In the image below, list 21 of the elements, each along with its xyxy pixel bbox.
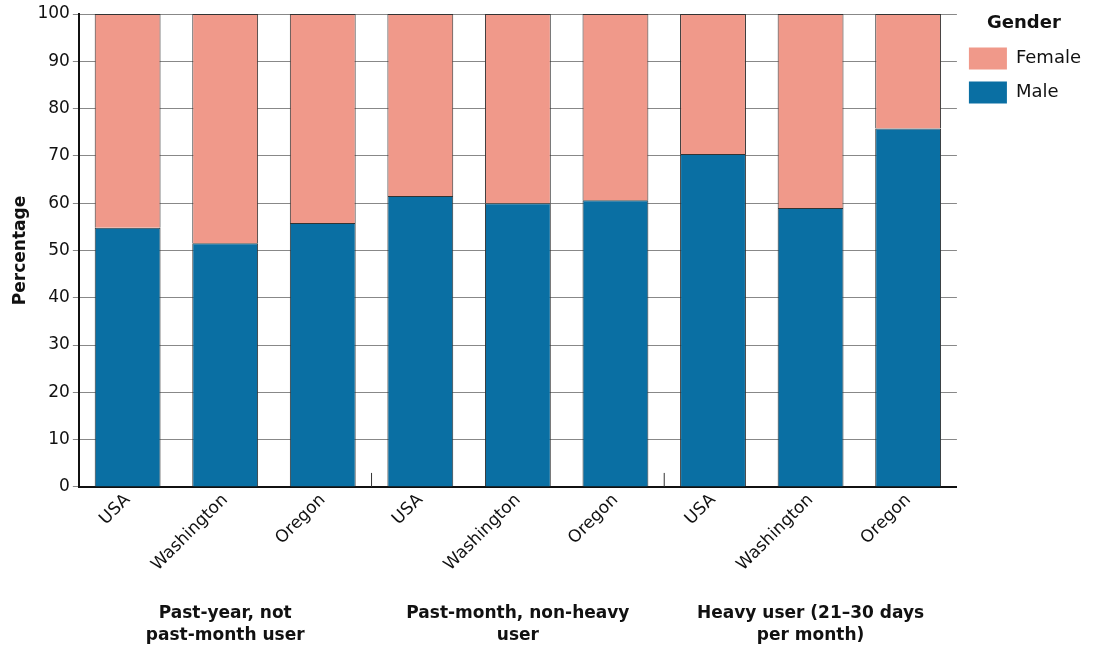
y-tick-label: 90 [48,49,70,70]
y-tick-label: 40 [48,286,70,307]
y-tick-label: 10 [48,428,70,449]
x-tick-label: USA [679,488,720,528]
text: Past-year, not past-month user [145,601,306,644]
x-tick-label: USA [94,488,134,528]
y-tick-label: 80 [48,97,70,118]
y-tick-label: 70 [48,144,70,165]
text: Past-month, non-heavy user [406,601,630,644]
y-tick-label: 30 [48,333,70,354]
y-tick-label: 20 [48,380,70,401]
y-tick-label: 60 [48,191,70,212]
legend-label: Male [1015,80,1059,102]
legend-title: Gender [987,10,1061,32]
text: Heavy user (21–30 days per month) [696,601,925,644]
legend-label: Female [1015,46,1082,68]
x-tick-label: USA [387,488,427,528]
y-tick-label: 0 [59,475,70,496]
y-axis-title: Percentage [8,195,29,306]
y-tick-label: 50 [48,238,70,259]
y-tick-label: 100 [37,2,70,23]
